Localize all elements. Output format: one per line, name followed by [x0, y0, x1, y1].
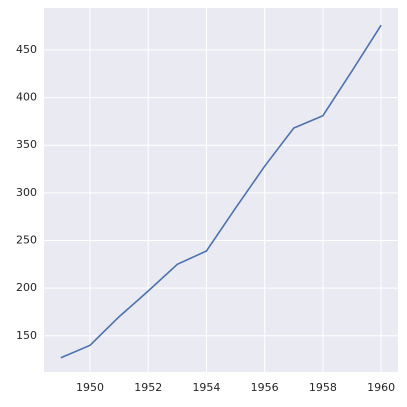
x-tick-label: 1960: [367, 381, 395, 394]
x-tick-label: 1958: [309, 381, 337, 394]
line-series: [60, 24, 382, 359]
x-tick-label: 1956: [251, 381, 279, 394]
x-tick-label: 1952: [134, 381, 162, 394]
y-tick-label: 450: [16, 43, 37, 56]
y-tick-label: 150: [16, 329, 37, 342]
y-tick-label: 200: [16, 281, 37, 294]
y-tick-label: 350: [16, 138, 37, 151]
plot-area: [44, 8, 398, 372]
x-tick-label: 1954: [192, 381, 220, 394]
x-tick-label: 1950: [76, 381, 104, 394]
y-tick-label: 400: [16, 91, 37, 104]
y-tick-label: 300: [16, 186, 37, 199]
y-tick-label: 250: [16, 234, 37, 247]
